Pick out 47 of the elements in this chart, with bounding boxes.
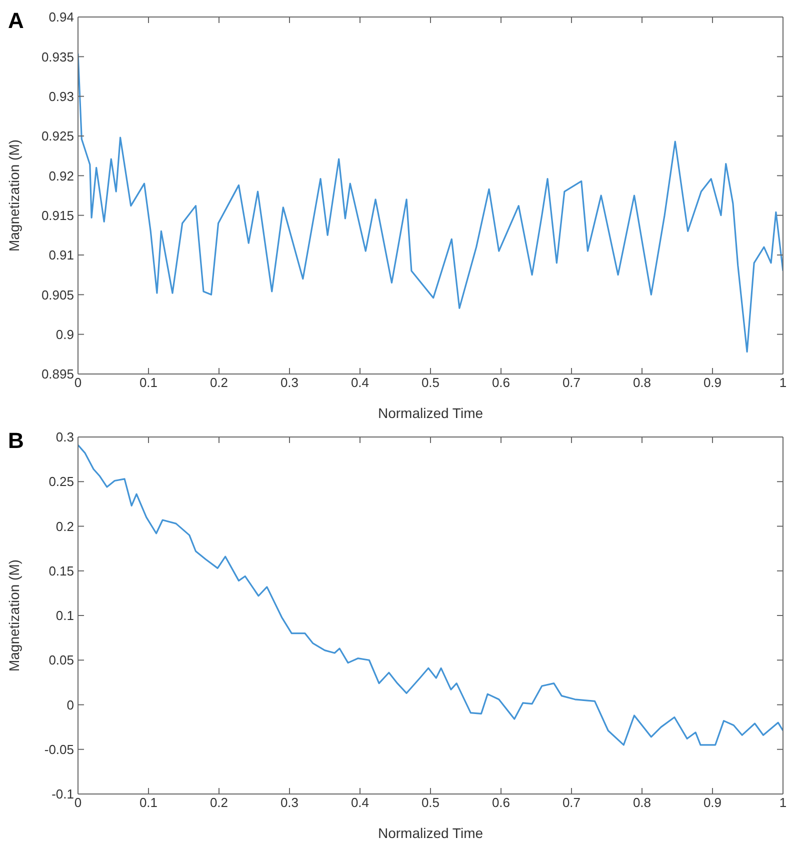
y-axis-title: Magnetization (M) [6, 559, 22, 672]
x-tick-label: 0.8 [632, 795, 652, 810]
x-tick-label: 0.7 [562, 795, 581, 810]
x-tick-label: 0.5 [421, 375, 440, 390]
x-tick-label: 1 [779, 795, 787, 810]
x-axis-title: Normalized Time [378, 405, 484, 421]
x-tick-label: 0.2 [210, 375, 228, 390]
chart-title: B [8, 428, 24, 454]
y-tick-label: 0.935 [41, 49, 74, 64]
x-tick-label: 0.1 [139, 795, 158, 810]
x-tick-label: 0.6 [492, 795, 510, 810]
x-tick-label: 1 [779, 375, 787, 390]
y-tick-label: 0.3 [56, 430, 74, 445]
y-tick-label: -0.05 [44, 742, 74, 757]
y-axis-title: Magnetization (M) [6, 139, 22, 252]
y-tick-label: 0.895 [41, 366, 74, 382]
y-tick-label: 0.91 [48, 248, 74, 263]
y-tick-label: 0.9 [56, 326, 74, 342]
y-tick-label: 0.94 [48, 10, 74, 25]
y-tick-label: 0.15 [48, 563, 74, 578]
y-tick-label: 0.905 [41, 287, 74, 302]
x-tick-label: 0.3 [280, 375, 299, 390]
x-tick-label: 0.5 [421, 795, 440, 810]
x-tick-label: 0.9 [703, 375, 722, 390]
x-tick-label: 0.1 [139, 375, 158, 390]
chart-title: A [8, 8, 24, 34]
x-tick-label: 0.4 [350, 795, 370, 810]
y-tick-label: 0.915 [41, 208, 74, 223]
y-tick-label: 0.2 [56, 518, 74, 534]
line-series [78, 444, 783, 746]
y-tick-label: 0.25 [48, 474, 74, 490]
x-tick-label: 0.7 [562, 375, 581, 390]
y-tick-label: 0.05 [48, 652, 74, 668]
y-tick-label: -0.1 [52, 786, 74, 802]
x-tick-label: 0.9 [703, 795, 722, 810]
y-tick-label: 0.1 [56, 608, 74, 624]
x-tick-label: 0.6 [492, 375, 510, 390]
y-tick-label: 0.925 [41, 128, 74, 144]
line-series [78, 52, 783, 353]
x-tick-label: 0.4 [350, 375, 370, 390]
x-tick-label: 0.3 [280, 795, 299, 810]
x-axis-title: Normalized Time [378, 825, 484, 841]
y-tick-label: 0.93 [48, 88, 74, 104]
y-tick-label: 0 [66, 697, 74, 712]
x-tick-label: 0.8 [632, 375, 652, 390]
x-tick-label: 0.2 [210, 795, 228, 810]
y-tick-label: 0.92 [48, 168, 74, 184]
